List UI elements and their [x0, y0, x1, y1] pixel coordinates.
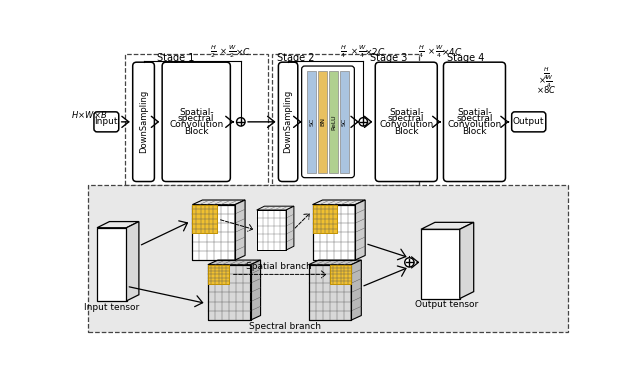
Text: Input: Input [95, 117, 118, 126]
Text: $\frac{W}{4}$: $\frac{W}{4}$ [358, 43, 366, 60]
Text: $\times 2C$: $\times 2C$ [364, 46, 385, 57]
Bar [308, 265, 351, 320]
Polygon shape [257, 206, 294, 210]
Bar [257, 210, 286, 250]
Bar [307, 70, 316, 173]
Text: Spectral branch: Spectral branch [248, 322, 321, 331]
Bar [318, 70, 327, 173]
Polygon shape [351, 260, 362, 320]
Text: Convolution: Convolution [379, 120, 433, 129]
Text: Block: Block [394, 127, 419, 136]
Bar [125, 55, 268, 185]
Circle shape [359, 118, 367, 126]
Text: $\frac{W}{2}$: $\frac{W}{2}$ [228, 43, 237, 60]
Text: $\times$: $\times$ [220, 47, 227, 56]
Bar [312, 205, 355, 260]
Bar [329, 70, 338, 173]
Text: $\times$: $\times$ [349, 47, 358, 56]
Text: Convolution: Convolution [447, 120, 502, 129]
Text: Block: Block [184, 127, 209, 136]
Text: $\frac{H}{2}$: $\frac{H}{2}$ [210, 43, 217, 60]
Bar [193, 205, 235, 260]
Bar [208, 265, 229, 284]
Bar [330, 265, 351, 284]
Bar [193, 205, 217, 233]
Text: Stage 4: Stage 4 [447, 53, 484, 63]
Text: $\times$: $\times$ [427, 47, 435, 56]
Bar [88, 185, 568, 332]
Bar [312, 205, 355, 260]
Polygon shape [421, 222, 474, 229]
Text: $\frac{H}{4}$: $\frac{H}{4}$ [543, 66, 549, 82]
FancyBboxPatch shape [94, 112, 119, 132]
Polygon shape [208, 260, 260, 265]
Bar [208, 265, 229, 284]
Text: Output: Output [513, 117, 545, 126]
Text: $\times 8C$: $\times 8C$ [536, 84, 556, 95]
Text: DownSampling: DownSampling [284, 90, 292, 153]
Text: Stage 3: Stage 3 [370, 53, 407, 63]
Text: $H\!\times\!W\!\times\!B$: $H\!\times\!W\!\times\!B$ [71, 109, 108, 120]
Polygon shape [193, 200, 245, 205]
Text: Spatial-: Spatial- [457, 108, 492, 117]
Polygon shape [286, 206, 294, 250]
Text: Stage 2: Stage 2 [276, 53, 314, 63]
Text: SC: SC [342, 118, 347, 126]
Polygon shape [97, 222, 139, 228]
Text: Spatial branch: Spatial branch [246, 262, 312, 271]
Text: $\frac{H}{4}$: $\frac{H}{4}$ [340, 43, 347, 60]
Polygon shape [460, 222, 474, 299]
Polygon shape [312, 200, 365, 205]
Text: Block: Block [462, 127, 487, 136]
FancyBboxPatch shape [278, 62, 298, 182]
Bar [340, 70, 349, 173]
Bar [312, 205, 337, 233]
Bar [257, 210, 286, 250]
Text: $\frac{H}{4}$: $\frac{H}{4}$ [418, 43, 424, 60]
Bar [330, 265, 351, 284]
Bar [193, 205, 217, 233]
FancyBboxPatch shape [132, 62, 154, 182]
Text: SC: SC [309, 118, 314, 126]
Circle shape [237, 118, 245, 126]
Text: $\times C$: $\times C$ [235, 46, 251, 57]
Polygon shape [308, 260, 362, 265]
FancyBboxPatch shape [444, 62, 506, 182]
FancyBboxPatch shape [511, 112, 546, 132]
Text: ReLU: ReLU [331, 114, 336, 130]
Polygon shape [235, 200, 245, 260]
Text: Spatial-: Spatial- [179, 108, 214, 117]
Text: $\frac{W}{4}$: $\frac{W}{4}$ [435, 43, 444, 60]
Polygon shape [355, 200, 365, 260]
Bar [272, 55, 419, 185]
FancyBboxPatch shape [301, 66, 355, 178]
Circle shape [404, 258, 414, 267]
Bar [421, 229, 460, 299]
Text: spectral: spectral [456, 114, 493, 123]
Bar [193, 205, 235, 260]
Text: DownSampling: DownSampling [139, 90, 148, 153]
Text: Stage 1: Stage 1 [157, 53, 194, 63]
Text: spectral: spectral [388, 114, 424, 123]
Bar [97, 228, 127, 301]
Text: Convolution: Convolution [169, 120, 223, 129]
Text: $\times 4C$: $\times 4C$ [441, 46, 463, 57]
Text: $\times\frac{W}{4}$: $\times\frac{W}{4}$ [538, 73, 554, 90]
FancyBboxPatch shape [375, 62, 437, 182]
Bar [308, 265, 351, 320]
Bar [208, 265, 250, 320]
Text: Spatial-: Spatial- [389, 108, 424, 117]
Bar [312, 205, 337, 233]
Text: BN: BN [320, 117, 325, 126]
Polygon shape [250, 260, 260, 320]
FancyBboxPatch shape [162, 62, 230, 182]
Text: spectral: spectral [178, 114, 214, 123]
Bar [208, 265, 250, 320]
Text: Input tensor: Input tensor [84, 302, 140, 311]
Text: Output tensor: Output tensor [415, 300, 478, 309]
Polygon shape [127, 222, 139, 301]
